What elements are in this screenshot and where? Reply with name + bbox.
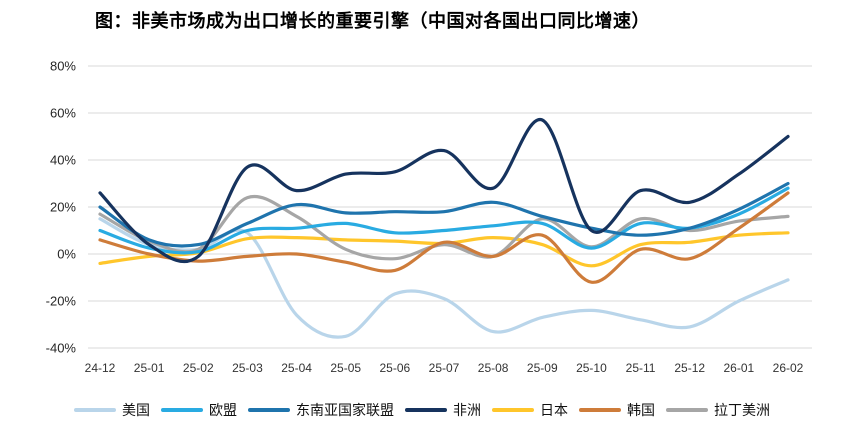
x-axis-tick-label: 26-02 xyxy=(773,361,804,375)
legend-label: 欧盟 xyxy=(209,402,237,418)
legend-line-swatch xyxy=(492,408,534,412)
x-axis-tick-label: 25-02 xyxy=(183,361,214,375)
y-axis-tick-label: 80% xyxy=(50,59,76,74)
y-axis-tick-label: -20% xyxy=(46,294,77,309)
y-axis-tick-label: 0% xyxy=(57,247,76,262)
x-axis-tick-label: 25-12 xyxy=(674,361,705,375)
legend-item: 欧盟 xyxy=(161,400,237,420)
x-axis-tick-label: 24-12 xyxy=(85,361,116,375)
chart-title: 图：非美市场成为出口增长的重要引擎（中国对各国出口同比增速） xyxy=(95,11,650,31)
legend-label: 日本 xyxy=(540,402,568,418)
gridlines xyxy=(88,65,812,349)
x-axis-tick-label: 25-01 xyxy=(134,361,165,375)
legend-line-swatch xyxy=(405,408,447,412)
y-axis-tick-label: -40% xyxy=(46,341,77,356)
legend-line-swatch xyxy=(666,408,708,412)
legend-item: 拉丁美洲 xyxy=(666,400,770,420)
x-axis-tick-label: 25-11 xyxy=(626,361,656,375)
legend-label: 韩国 xyxy=(627,402,655,418)
x-axis-tick-label: 25-05 xyxy=(330,361,361,375)
series-line-0 xyxy=(98,217,790,339)
legend-label: 东南亚国家联盟 xyxy=(296,402,394,418)
x-axis-tick-label: 25-08 xyxy=(478,361,509,375)
y-axis-tick-label: 40% xyxy=(50,153,76,168)
legend-line-swatch xyxy=(161,408,203,412)
series-line-5 xyxy=(98,191,790,284)
legend-label: 拉丁美洲 xyxy=(714,402,770,418)
x-axis-tick-label: 25-07 xyxy=(429,361,460,375)
x-axis-tick-label: 25-09 xyxy=(527,361,558,375)
legend-label: 美国 xyxy=(122,402,150,418)
series-line-2 xyxy=(98,181,790,248)
y-axis-labels: 80% 60% 40% 20% 0% -20% -40% xyxy=(46,59,77,356)
x-axis-tick-label: 26-01 xyxy=(724,361,755,375)
legend-label: 非洲 xyxy=(453,402,481,418)
legend-item: 日本 xyxy=(492,400,568,420)
y-axis-tick-label: 60% xyxy=(50,106,76,121)
legend-line-swatch xyxy=(248,408,290,412)
y-axis-tick-label: 20% xyxy=(50,200,76,215)
x-axis-tick-label: 25-06 xyxy=(380,361,411,375)
legend-item: 非洲 xyxy=(405,400,481,420)
x-axis-tick-label: 25-04 xyxy=(281,361,312,375)
series-lines xyxy=(98,118,790,339)
line-chart-plot-area: 80% 60% 40% 20% 0% -20% -40% 24-12 25-01 25-02 25… xyxy=(46,59,812,375)
legend-item: 东南亚国家联盟 xyxy=(248,400,394,420)
x-axis-tick-label: 25-10 xyxy=(576,361,607,375)
legend: 美国 欧盟 东南亚国家联盟 非洲 日本 韩国 拉丁美洲 xyxy=(0,398,844,422)
series-line-1 xyxy=(98,186,790,255)
series-line-3 xyxy=(98,118,790,264)
x-axis-labels: 24-12 25-01 25-02 25-03 25-04 25-05 25-06 25-07… xyxy=(85,361,804,375)
legend-line-swatch xyxy=(579,408,621,412)
legend-item: 美国 xyxy=(74,400,150,420)
legend-item: 韩国 xyxy=(579,400,655,420)
legend-line-swatch xyxy=(74,408,116,412)
x-axis-tick-label: 25-03 xyxy=(232,361,263,375)
